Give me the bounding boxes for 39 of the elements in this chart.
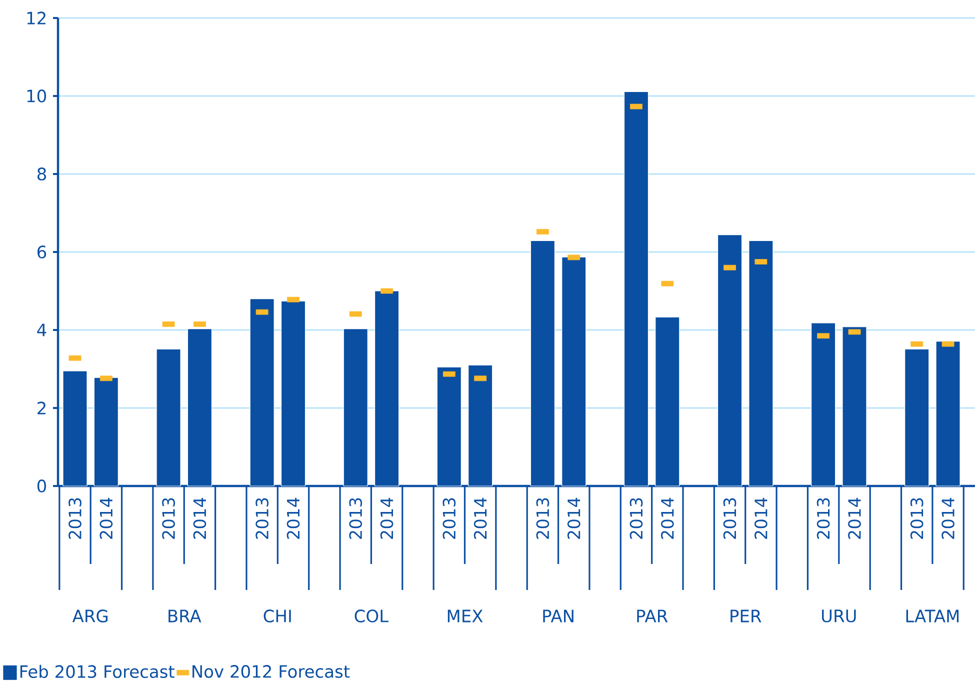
y-tick-label: 2 — [38, 402, 46, 414]
x-tick-label: 2014 — [942, 498, 954, 539]
x-tick-label: 2013 — [723, 498, 736, 539]
y-tick-label: 6 — [38, 246, 46, 258]
x-tick-label: 2014 — [567, 498, 580, 539]
x-tick-label: 2014 — [848, 498, 861, 539]
text: CHI — [264, 610, 291, 622]
x-tick-label: 2013 — [910, 498, 924, 539]
text: PER — [730, 610, 762, 622]
text: COL — [354, 610, 388, 622]
y-tick-label: 12 — [27, 12, 46, 24]
x-tick-label: 2013 — [68, 498, 82, 539]
x-tick-label: 2013 — [349, 498, 362, 539]
x-tick-label: 2014 — [380, 498, 394, 539]
x-tick-label: 2014 — [100, 498, 113, 539]
x-tick-label: 2014 — [286, 498, 300, 539]
text: ARG — [72, 610, 108, 622]
x-tick-label: 2013 — [630, 498, 643, 539]
x-tick-label: 2014 — [754, 498, 768, 539]
legend-label: Nov 2012 Forecast — [192, 665, 350, 678]
x-tick-label: 2014 — [474, 498, 487, 539]
text: URU — [822, 610, 856, 622]
x-tick-label: 2014 — [193, 498, 206, 539]
y-tick-label: 10 — [27, 90, 46, 102]
x-tick-label: 2013 — [816, 498, 830, 539]
x-tick-label: 2014 — [660, 498, 674, 539]
text: LATAM — [906, 610, 959, 622]
x-tick-label: 2013 — [536, 498, 550, 539]
y-tick-label: 0 — [37, 480, 46, 492]
x-tick-label: 2013 — [256, 498, 268, 539]
y-tick-label: 8 — [37, 168, 46, 180]
x-tick-label: 2013 — [162, 498, 175, 539]
text: PAR — [637, 610, 668, 622]
x-tick-label: 2013 — [442, 498, 456, 539]
text: MEX — [448, 610, 483, 622]
y-tick-label: 4 — [37, 324, 46, 336]
legend-label: Feb 2013 Forecast — [20, 664, 174, 678]
text: PAN — [543, 610, 574, 622]
text: BRA — [168, 610, 202, 622]
